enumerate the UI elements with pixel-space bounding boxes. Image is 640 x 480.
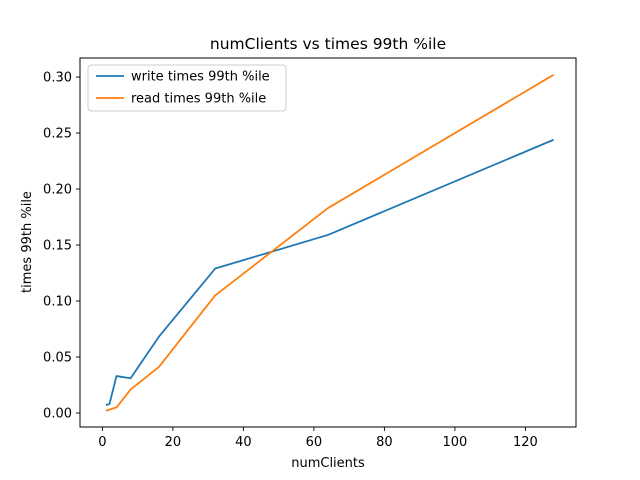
y-tick-label: 0.25 bbox=[43, 127, 72, 142]
x-axis-label: numClients bbox=[291, 456, 365, 471]
x-tick-label: 60 bbox=[306, 435, 323, 450]
y-tick-label: 0.10 bbox=[43, 295, 72, 310]
y-tick-label: 0.15 bbox=[43, 239, 72, 254]
y-tick-label: 0.20 bbox=[43, 183, 72, 198]
x-axis: 0 20 40 60 80 100 120 bbox=[98, 427, 538, 450]
chart-title: numClients vs times 99th %ile bbox=[210, 35, 446, 53]
x-tick-label: 40 bbox=[235, 435, 252, 450]
plot-lines bbox=[105, 74, 555, 412]
y-tick-label: 0.30 bbox=[43, 71, 72, 86]
series-line-1 bbox=[105, 74, 555, 412]
x-tick-label: 120 bbox=[513, 435, 538, 450]
legend-box bbox=[87, 64, 287, 112]
x-tick-label: 0 bbox=[98, 435, 106, 450]
plot-frame bbox=[79, 57, 577, 428]
y-tick-label: 0.00 bbox=[43, 407, 72, 422]
x-tick-label: 100 bbox=[442, 435, 467, 450]
y-axis-label: times 99th %ile bbox=[20, 191, 35, 293]
x-tick-label: 80 bbox=[376, 435, 393, 450]
legend-label-1: read times 99th %ile bbox=[131, 92, 266, 107]
legend: write times 99th %ile read times 99th %il… bbox=[87, 64, 287, 112]
y-tick-label: 0.05 bbox=[43, 351, 72, 366]
x-tick-label: 20 bbox=[165, 435, 182, 450]
legend-label-0: write times 99th %ile bbox=[131, 70, 270, 85]
y-axis: 0.00 0.05 0.10 0.15 0.20 0.25 0.30 bbox=[43, 71, 80, 422]
series-line-0 bbox=[105, 138, 554, 407]
